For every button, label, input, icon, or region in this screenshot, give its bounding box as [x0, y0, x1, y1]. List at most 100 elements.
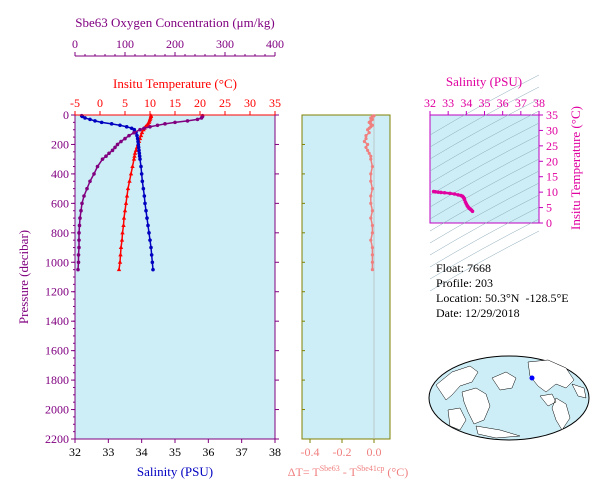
- oxygen-point: [85, 186, 89, 191]
- density-contour: [429, 206, 540, 268]
- oxygen-point: [77, 231, 81, 235]
- delta-t-axis-label: ΔT= TSbe63 - TSbe41cp (°C): [288, 464, 408, 479]
- oxygen-point: [185, 119, 190, 123]
- oxygen-tick-label: 200: [166, 37, 184, 51]
- oxygen-point: [113, 145, 117, 150]
- temperature-point: [120, 230, 125, 235]
- temperature-point: [125, 186, 131, 191]
- profile-info: Profile: 203: [430, 261, 493, 291]
- delta-t-point: [367, 131, 371, 135]
- temperature-axis-label: Insitu Temperature (°C): [113, 76, 237, 91]
- salinity-point: [139, 172, 144, 176]
- oxygen-tick-label: 100: [116, 37, 134, 51]
- delta-t-point: [364, 145, 368, 149]
- oxygen-point: [148, 124, 152, 129]
- density-contour: [429, 110, 540, 172]
- oxygen-point: [76, 253, 81, 257]
- salinity-point: [135, 133, 139, 138]
- profile-axes: 0200400600800100012001400160018002000220…: [45, 37, 284, 459]
- oxygen-axis-label: Sbe63 Oxygen Concentration (μm/kg): [75, 15, 274, 30]
- ts-temp-tick-label: 25: [546, 139, 558, 153]
- delta-t-point: [369, 238, 373, 242]
- salinity-tick-label: 38: [269, 445, 281, 459]
- salinity-point: [136, 145, 141, 150]
- pressure-tick-label: 1400: [45, 314, 69, 328]
- salinity-point: [137, 151, 142, 156]
- salinity-point: [143, 201, 147, 206]
- temperature-tick-label: 15: [169, 96, 181, 110]
- ts-point: [452, 192, 457, 196]
- density-contours: [429, 74, 540, 292]
- ts-plot-area: [429, 114, 540, 224]
- delta-t-tick-label: 0.0: [367, 445, 382, 459]
- salinity-point: [80, 114, 85, 119]
- oxygen-point: [104, 154, 108, 159]
- temperature-point: [131, 156, 137, 161]
- pressure-tick-label: 400: [51, 167, 69, 181]
- temperature-tick-label: 30: [244, 96, 256, 110]
- pressure-tick-label: 800: [51, 226, 69, 240]
- salinity-tick-label: 32: [69, 445, 81, 459]
- oxygen-point: [82, 194, 86, 198]
- delta-t-panel: -0.4 -0.2 0.0 ΔT= TSbe63 - TSbe41cp (°C): [288, 114, 408, 479]
- oxygen-point: [92, 172, 96, 176]
- ts-point: [456, 193, 460, 197]
- delta-t-tick-label: -0.2: [333, 445, 352, 459]
- salinity-point: [140, 179, 145, 184]
- oxygen-point: [115, 142, 120, 147]
- ts-point: [442, 190, 447, 195]
- ts-temp-tick-label: 10: [546, 185, 558, 199]
- ts-salinity-tick-label: 38: [533, 96, 545, 110]
- salinity-point: [148, 238, 152, 242]
- pressure-tick-label: 1800: [45, 373, 69, 387]
- salinity-point: [151, 267, 155, 272]
- profile-label: Profile:: [436, 276, 472, 290]
- oxygen-point: [76, 267, 80, 272]
- oxygen-point: [138, 127, 142, 132]
- ts-temperature-label: Insitu Temperature (°C): [568, 106, 583, 230]
- delta-t-point: [369, 154, 373, 158]
- salinity-tick-label: 33: [102, 445, 114, 459]
- delta-t-point: [364, 136, 368, 141]
- pressure-tick-label: 1600: [45, 344, 69, 358]
- salinity-tick-label: 37: [236, 445, 248, 459]
- temperature-point: [138, 133, 144, 138]
- density-contour: [429, 86, 540, 148]
- salinity-point: [137, 154, 142, 159]
- density-contour: [429, 218, 540, 280]
- ts-point: [439, 190, 443, 195]
- temperature-tick-label: 20: [194, 96, 206, 110]
- temperature-tick-label: 5: [122, 96, 128, 110]
- salinity-point: [132, 127, 137, 132]
- oxygen-point: [132, 130, 136, 135]
- oxygen-point: [123, 136, 127, 141]
- temperature-point: [139, 130, 145, 135]
- delta-t-point: [370, 253, 374, 257]
- oxygen-point: [107, 151, 111, 156]
- oxygen-point: [100, 157, 105, 161]
- delta-t-point: [370, 268, 374, 272]
- oxygen-point: [163, 122, 167, 126]
- delta-t-point: [370, 187, 374, 191]
- temperature-point: [121, 215, 127, 220]
- location-value: 50.3°N -128.5°E: [484, 291, 569, 305]
- temperature-point: [122, 208, 128, 213]
- ts-salinity-tick-label: 32: [424, 96, 436, 110]
- density-contour: [429, 194, 540, 256]
- salinity-point: [93, 119, 97, 123]
- salinity-point: [149, 253, 154, 257]
- delta-t-point: [369, 216, 373, 220]
- oxygen-point: [76, 260, 81, 265]
- salinity-point: [138, 157, 142, 161]
- pressure-tick-label: 2000: [45, 403, 69, 417]
- temperature-point: [123, 200, 129, 205]
- delta-t-point: [369, 172, 373, 176]
- profile-panel: 0200400600800100012001400160018002000220…: [16, 15, 284, 479]
- density-contour: [429, 170, 540, 232]
- delta-t-point: [366, 148, 370, 152]
- temperature-point: [116, 267, 122, 272]
- delta-t-series: [362, 114, 376, 272]
- salinity-tick-label: 34: [136, 445, 148, 459]
